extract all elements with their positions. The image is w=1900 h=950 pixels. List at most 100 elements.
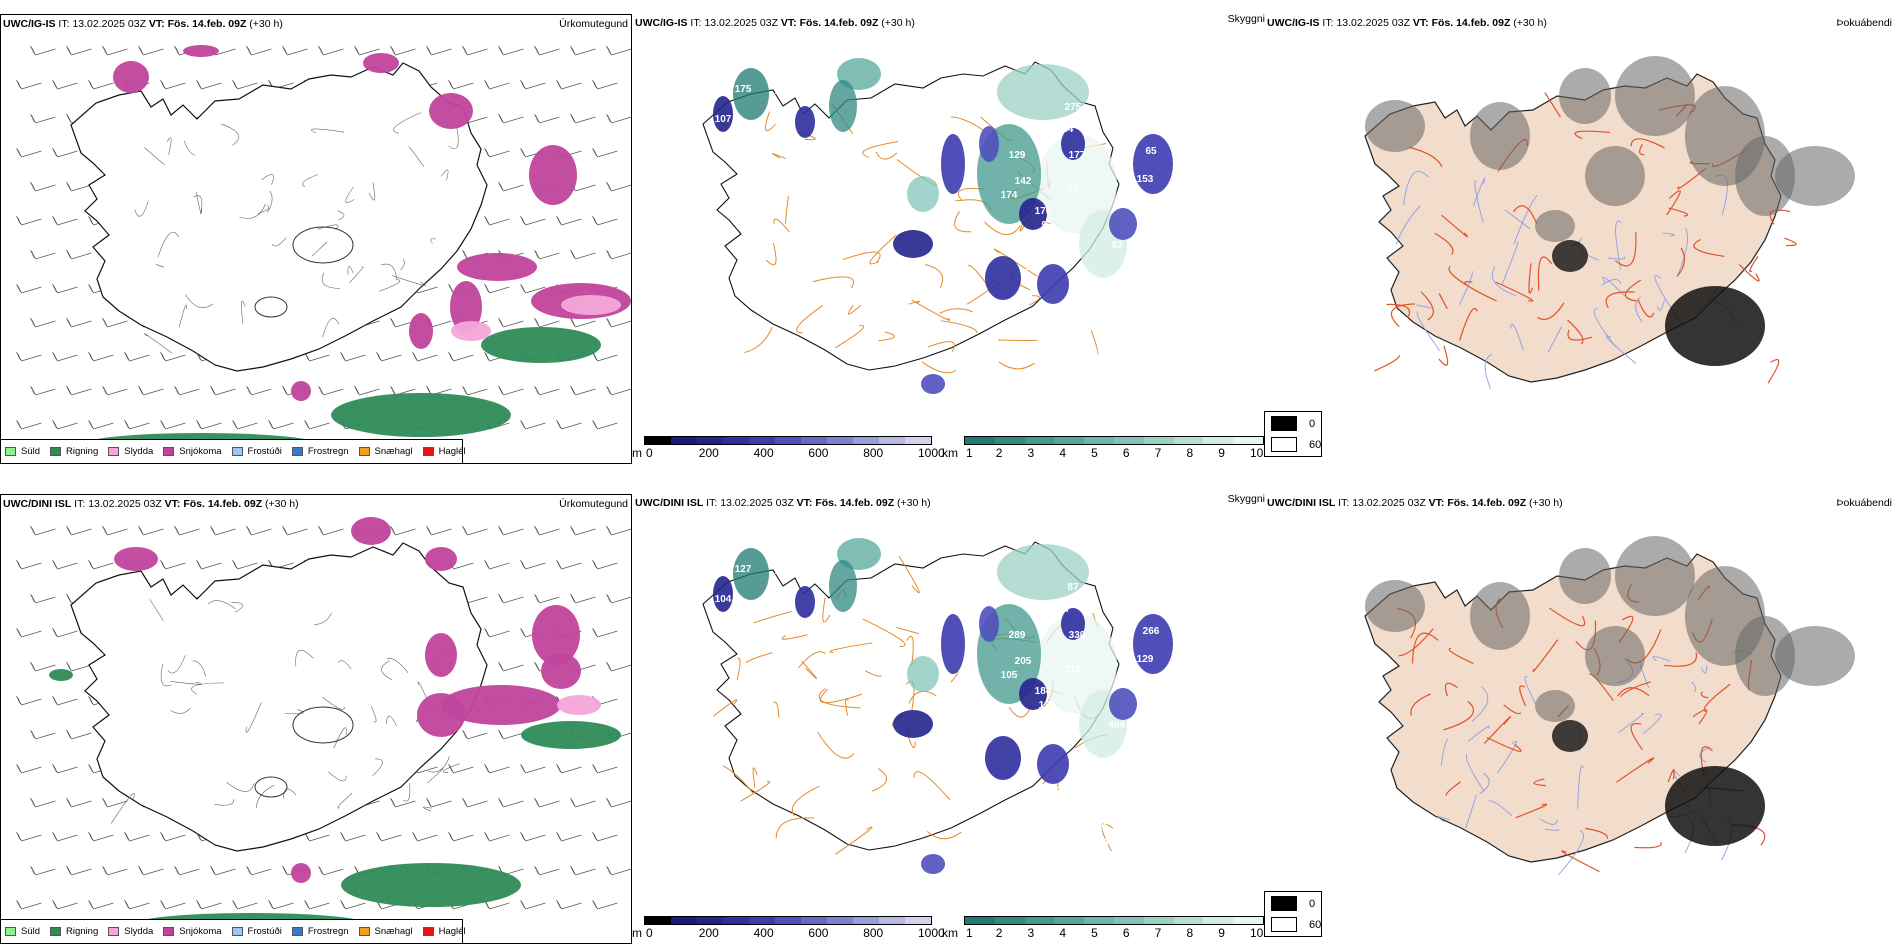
panel-title: UWC/DINI ISL IT: 13.02.2025 03Z VT: Fös.… [3, 498, 299, 510]
visibility-value: 93 [1041, 220, 1053, 231]
fog-legend-label: 0 [1309, 417, 1316, 430]
visibility-value: 108 [977, 232, 994, 243]
visibility-value: 162 [1073, 292, 1090, 303]
legend-swatch [358, 927, 370, 936]
run-label: IT: [74, 498, 86, 510]
visibility-value: 65 [1145, 146, 1157, 157]
legend-swatch [163, 447, 175, 456]
visibility-value: 115 [735, 612, 752, 623]
model-name: UWC/IG-IS [3, 18, 56, 30]
legend-item: Snjókoma [163, 926, 222, 937]
valid-label: VT: [148, 18, 165, 30]
fog-legend-top: 0 60 [1264, 411, 1322, 457]
colorbar-tick: 600 [808, 926, 829, 940]
visibility-value: 126 [1053, 306, 1070, 317]
legend-label: Snæhagl [374, 446, 413, 457]
colorbar-tick: 9 [1218, 926, 1225, 940]
visibility-value: 95 [1179, 166, 1191, 177]
iceland-coastline [70, 62, 488, 372]
legend-item: Frostregn [291, 446, 349, 457]
legend-item: Súld [5, 446, 40, 457]
visibility-value: 177 [1069, 150, 1086, 161]
colorbar-tick: 4 [1059, 446, 1067, 460]
visibility-value: 174 [1001, 190, 1018, 201]
visibility-value: 107 [1183, 182, 1200, 193]
visibility-value: 128 [775, 86, 792, 97]
legend-swatch [50, 447, 62, 456]
visibility-value: 107 [1145, 748, 1162, 759]
legend-label: Frostregn [307, 926, 349, 937]
visibility-value: 129 [1009, 150, 1026, 161]
legend-item: Frostúði [231, 926, 282, 937]
lead-time: (+30 h) [265, 498, 299, 510]
legend-swatch [358, 447, 370, 456]
visibility-value: 87 [1067, 582, 1079, 593]
visibility-value: 116 [735, 132, 752, 143]
legend-label: Rigning [66, 446, 99, 457]
variable-title: Skyggni [1227, 14, 1265, 25]
visibility-value: 63 [1179, 646, 1191, 657]
legend-label: Snjókoma [179, 446, 222, 457]
model-name: UWC/DINI ISL [1267, 497, 1336, 509]
visibility-value: 205 [1015, 656, 1032, 667]
valid-label: VT: [1412, 17, 1429, 29]
colorbar-tick: 200 [698, 446, 719, 460]
colorbar-tick: 4 [1059, 926, 1067, 940]
visibility-value: 123 [1025, 262, 1042, 273]
variable-title: Úrkomutegund [559, 18, 628, 30]
legend-item: Haglél [422, 446, 466, 457]
variable-title: Þokuábendi [1836, 497, 1892, 509]
visibility-value: 275 [1065, 102, 1082, 113]
run-time: 13.02.2025 03Z [704, 17, 778, 29]
visibility-value: 86 [1061, 802, 1073, 813]
visibility-value: 125 [1093, 822, 1110, 833]
colorbar-tick: 400 [753, 926, 774, 940]
visibility-value: 108 [875, 838, 892, 849]
fog-legend-item: 60 [1271, 917, 1321, 932]
fog-map [1364, 536, 1855, 876]
colorbar-tick: 0 [646, 446, 653, 460]
panel-title: UWC/DINI ISL IT: 13.02.2025 03Z VT: Fös.… [1267, 497, 1563, 509]
colorbar-visibility-top: km 1 2 3 4 5 6 7 8 9 10 [942, 436, 1264, 462]
visibility-value: 184 [1035, 686, 1052, 697]
visibility-value: 107 [775, 566, 792, 577]
variable-title: Þokuábendi [1836, 17, 1892, 29]
visibility-value: 127 [1117, 268, 1134, 279]
valid-time: Fös. 14.feb. 09Z [815, 497, 895, 509]
run-time: 13.02.2025 03Z [1336, 17, 1410, 29]
colorbar-tick: 800 [863, 926, 884, 940]
legend-label: Súld [21, 926, 41, 937]
legend-label: Haglél [438, 446, 466, 457]
visibility-value: 105 [1001, 670, 1018, 681]
visibility-value: 111 [1065, 664, 1081, 675]
lead-time: (+30 h) [881, 17, 915, 29]
legend-label: Snæhagl [374, 926, 413, 937]
visibility-value: 91 [1027, 742, 1039, 753]
colorbar-tick: 6 [1122, 926, 1130, 940]
colorbar-unit: m [632, 926, 642, 940]
visibility-value: 153 [1137, 174, 1154, 185]
run-label: IT: [1322, 17, 1334, 29]
panel-title: UWC/IG-IS IT: 13.02.2025 03Z VT: Fös. 14… [3, 18, 283, 30]
fog-legend-swatch [1271, 917, 1297, 932]
valid-label: VT: [164, 498, 181, 510]
run-time: 13.02.2025 03Z [88, 498, 162, 510]
legend-swatch [108, 927, 120, 936]
precip-type-panel-bottom: UWC/DINI ISL IT: 13.02.2025 03Z VT: Fös.… [0, 494, 632, 944]
legend-swatch [291, 447, 303, 456]
colorbar-tick: 6 [1122, 446, 1130, 460]
colorbar-strip [964, 916, 1264, 925]
visibility-value: 104 [1081, 274, 1098, 285]
legend-item: Snæhagl [358, 446, 413, 457]
valid-time: Fös. 14.feb. 09Z [183, 498, 263, 510]
panel-title: UWC/IG-IS IT: 13.02.2025 03Z VT: Fös. 14… [1267, 17, 1547, 29]
precip-legend: Súld Rigning Slydda Snjókoma Frostúði Frostre… [1, 919, 466, 943]
legend-swatch [231, 447, 243, 456]
visibility-value: 142 [1015, 176, 1032, 187]
visibility-value: 107 [715, 114, 732, 125]
legend-swatch [108, 447, 120, 456]
colorbar-tick: 400 [753, 446, 774, 460]
legend-label: Snjókoma [179, 926, 222, 937]
